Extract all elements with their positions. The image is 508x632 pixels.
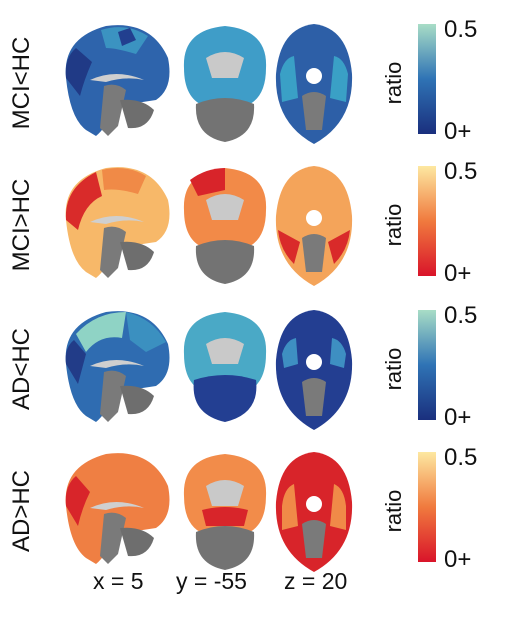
sagittal-brain-image [65,167,170,278]
colorbar-cool [418,24,436,134]
row-ad-lt-hc: AD<HC ratio 0.5 0+ [0,302,508,444]
colorbar-max-label: 0.5 [444,302,478,329]
colorbar-max-label: 0.5 [444,158,478,185]
colorbar-min-label: 0+ [444,546,472,573]
coronal-brain-image [183,26,267,142]
coronal-brain-image [183,168,267,284]
row-mci-lt-hc: MCI<HC ratio 0.5 0+ [0,16,508,158]
coronal-brain-image [183,312,267,422]
colorbar-title-text: ratio [381,347,406,391]
axial-brain-image [275,24,353,144]
axial-brain-image [275,310,353,430]
colorbar-title: ratio [374,62,414,105]
row-label: MCI>HC [4,160,40,290]
colorbar-min-label: 0+ [444,118,472,145]
row-ad-gt-hc: AD>HC ratio 0.5 0+ [0,444,508,586]
colorbar-warm [418,166,436,276]
colorbar-min-label: 0+ [444,260,472,287]
colorbar-title: ratio [374,204,414,247]
row-mci-gt-hc: MCI>HC ratio 0.5 0+ [0,158,508,300]
colorbar-max-label: 0.5 [444,16,478,43]
row-label-text: AD<HC [8,327,35,411]
colorbar-title-text: ratio [381,61,406,105]
slice-coord-x: x = 5 [93,568,144,594]
sagittal-brain-image [65,25,170,137]
colorbar-title: ratio [374,490,414,533]
coronal-brain-image [183,454,267,570]
row-label-text: AD>HC [8,469,35,553]
axial-brain-image [275,166,353,286]
colorbar-title-text: ratio [381,203,406,247]
sagittal-brain-image [65,453,170,564]
row-label: AD>HC [4,446,40,576]
colorbar-title: ratio [374,348,414,391]
colorbar-warm [418,452,436,562]
colorbar-min-label: 0+ [444,404,472,431]
colorbar-max-label: 0.5 [444,444,478,471]
slice-coord-z: z = 20 [284,568,348,594]
slice-coord-y: y = -55 [176,568,247,594]
row-label: AD<HC [4,304,40,434]
colorbar-title-text: ratio [381,489,406,533]
row-label-text: MCI>HC [8,178,35,272]
axial-brain-image [275,452,353,572]
colorbar-cool [418,310,436,420]
sagittal-brain-image [65,311,170,422]
row-label-text: MCI<HC [8,36,35,130]
row-label: MCI<HC [4,18,40,148]
